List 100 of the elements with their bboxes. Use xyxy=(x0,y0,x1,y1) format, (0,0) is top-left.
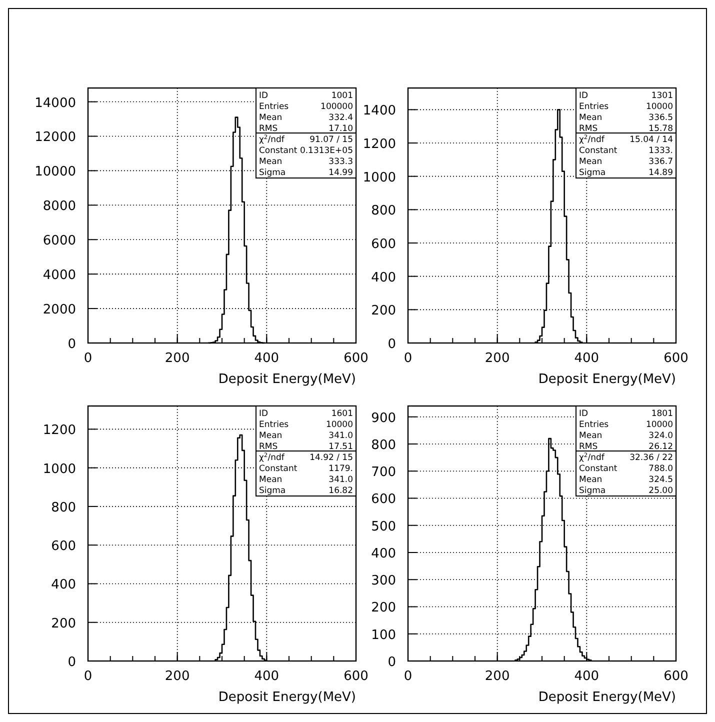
annotation: Constant xyxy=(579,464,618,474)
annotation: 10000 xyxy=(326,420,353,430)
y-tick-label: 0 xyxy=(68,337,76,352)
annotation: Sigma xyxy=(259,486,286,496)
x-tick-label: 200 xyxy=(484,669,510,684)
annotation: Mean xyxy=(579,475,602,485)
annotation: Sigma xyxy=(579,486,606,496)
y-tick-label: 2000 xyxy=(42,302,76,318)
annotation: χ$^{2}$/ndf xyxy=(259,452,286,463)
annotation: χ$^{2}$/ndf xyxy=(259,134,286,145)
annotation: 324.0 xyxy=(648,431,673,441)
annotation: Entries xyxy=(579,102,610,112)
annotation: Mean xyxy=(579,113,602,123)
annotation: Constant xyxy=(259,146,298,156)
annotation: χ$^{2}$/ndf xyxy=(579,134,606,145)
annotation: Constant xyxy=(579,146,618,156)
x-tick-label: 600 xyxy=(664,669,688,684)
x-tick-label: 0 xyxy=(404,351,412,366)
annotation: 17.10 xyxy=(328,124,353,134)
y-tick-label: 400 xyxy=(371,546,396,562)
annotation: ID xyxy=(259,91,269,101)
annotation: Entries xyxy=(259,420,290,430)
y-tick-label: 1200 xyxy=(42,423,76,438)
y-tick-label: 12000 xyxy=(34,130,76,146)
annotation: 16.82 xyxy=(328,486,353,496)
y-tick-label: 400 xyxy=(51,578,76,593)
x-tick-label: 400 xyxy=(254,351,280,366)
annotation: 788.0 xyxy=(648,464,673,474)
annotation: 0.1313E+05 xyxy=(300,146,353,156)
annotation: Entries xyxy=(259,102,290,112)
y-tick-label: 0 xyxy=(388,337,396,352)
x-tick-label: 0 xyxy=(84,669,92,684)
annotation: 15.78 xyxy=(648,124,673,134)
annotation: Mean xyxy=(259,113,282,123)
annotation: Sigma xyxy=(259,168,286,178)
annotation: 17.51 xyxy=(328,442,353,452)
x-tick-label: 200 xyxy=(164,351,190,366)
annotation: χ$^{2}$/ndf xyxy=(579,452,606,463)
y-tick-label: 400 xyxy=(371,270,396,286)
y-tick-label: 4000 xyxy=(42,268,76,284)
annotation: 333.3 xyxy=(328,157,353,167)
annotation: 332.4 xyxy=(328,113,353,123)
y-tick-label: 800 xyxy=(51,500,76,516)
y-tick-label: 800 xyxy=(371,204,396,219)
x-tick-label: 400 xyxy=(574,351,600,366)
y-tick-label: 600 xyxy=(51,539,76,554)
annotation: 100000 xyxy=(320,102,353,112)
x-tick-label: 600 xyxy=(344,351,368,366)
x-tick-label: 400 xyxy=(574,669,600,684)
y-tick-label: 600 xyxy=(371,237,396,252)
annotation: 10000 xyxy=(646,420,673,430)
annotation: 1333. xyxy=(648,146,673,156)
annotation: 91.07 / 15 xyxy=(310,135,353,145)
annotation: 1179. xyxy=(328,464,353,474)
y-tick-label: 300 xyxy=(371,574,396,589)
annotation: Mean xyxy=(579,431,602,441)
y-tick-label: 1000 xyxy=(42,462,76,477)
x-tick-label: 200 xyxy=(164,669,190,684)
y-tick-label: 10000 xyxy=(34,164,76,180)
annotation: 324.5 xyxy=(648,475,673,485)
annotation: Mean xyxy=(579,157,602,167)
annotation: 25.00 xyxy=(648,486,673,496)
annotation: 14.89 xyxy=(648,168,673,178)
y-tick-label: 500 xyxy=(371,519,396,534)
annotation: 336.7 xyxy=(648,157,673,167)
y-tick-label: 200 xyxy=(371,304,396,319)
annotation: 1301 xyxy=(651,91,673,101)
x-tick-label: 600 xyxy=(344,669,368,684)
y-tick-label: 800 xyxy=(371,438,396,453)
annotation: Mean xyxy=(259,157,282,167)
annotation: 14.99 xyxy=(328,168,353,178)
annotation: RMS xyxy=(259,442,278,452)
annotation: 10000 xyxy=(646,102,673,112)
annotation: RMS xyxy=(259,124,278,134)
y-tick-label: 1200 xyxy=(362,137,396,152)
annotation: 336.5 xyxy=(648,113,673,123)
annotation: ID xyxy=(579,409,589,419)
y-tick-label: 100 xyxy=(371,628,396,643)
y-tick-label: 200 xyxy=(51,616,76,632)
y-tick-label: 200 xyxy=(371,600,396,616)
annotation: Sigma xyxy=(579,168,606,178)
x-tick-label: 400 xyxy=(254,669,280,684)
x-tick-label: 0 xyxy=(404,669,412,684)
y-tick-label: 1400 xyxy=(362,104,396,119)
annotation: RMS xyxy=(579,442,598,452)
annotation: RMS xyxy=(579,124,598,134)
x-axis-title: Deposit Energy(MeV) xyxy=(218,372,356,387)
y-tick-label: 700 xyxy=(371,465,396,480)
annotation: 1801 xyxy=(651,409,673,419)
annotation: 1001 xyxy=(331,91,353,101)
annotation: 26.12 xyxy=(648,442,673,452)
annotation: 15.04 / 14 xyxy=(630,135,673,145)
annotation: 1601 xyxy=(331,409,353,419)
y-tick-label: 0 xyxy=(68,655,76,670)
y-tick-label: 1000 xyxy=(362,170,396,186)
y-tick-label: 900 xyxy=(371,410,396,426)
annotation: Mean xyxy=(259,431,282,441)
annotation: ID xyxy=(579,91,589,101)
annotation: 32.36 / 22 xyxy=(630,453,673,463)
annotation: Constant xyxy=(259,464,298,474)
